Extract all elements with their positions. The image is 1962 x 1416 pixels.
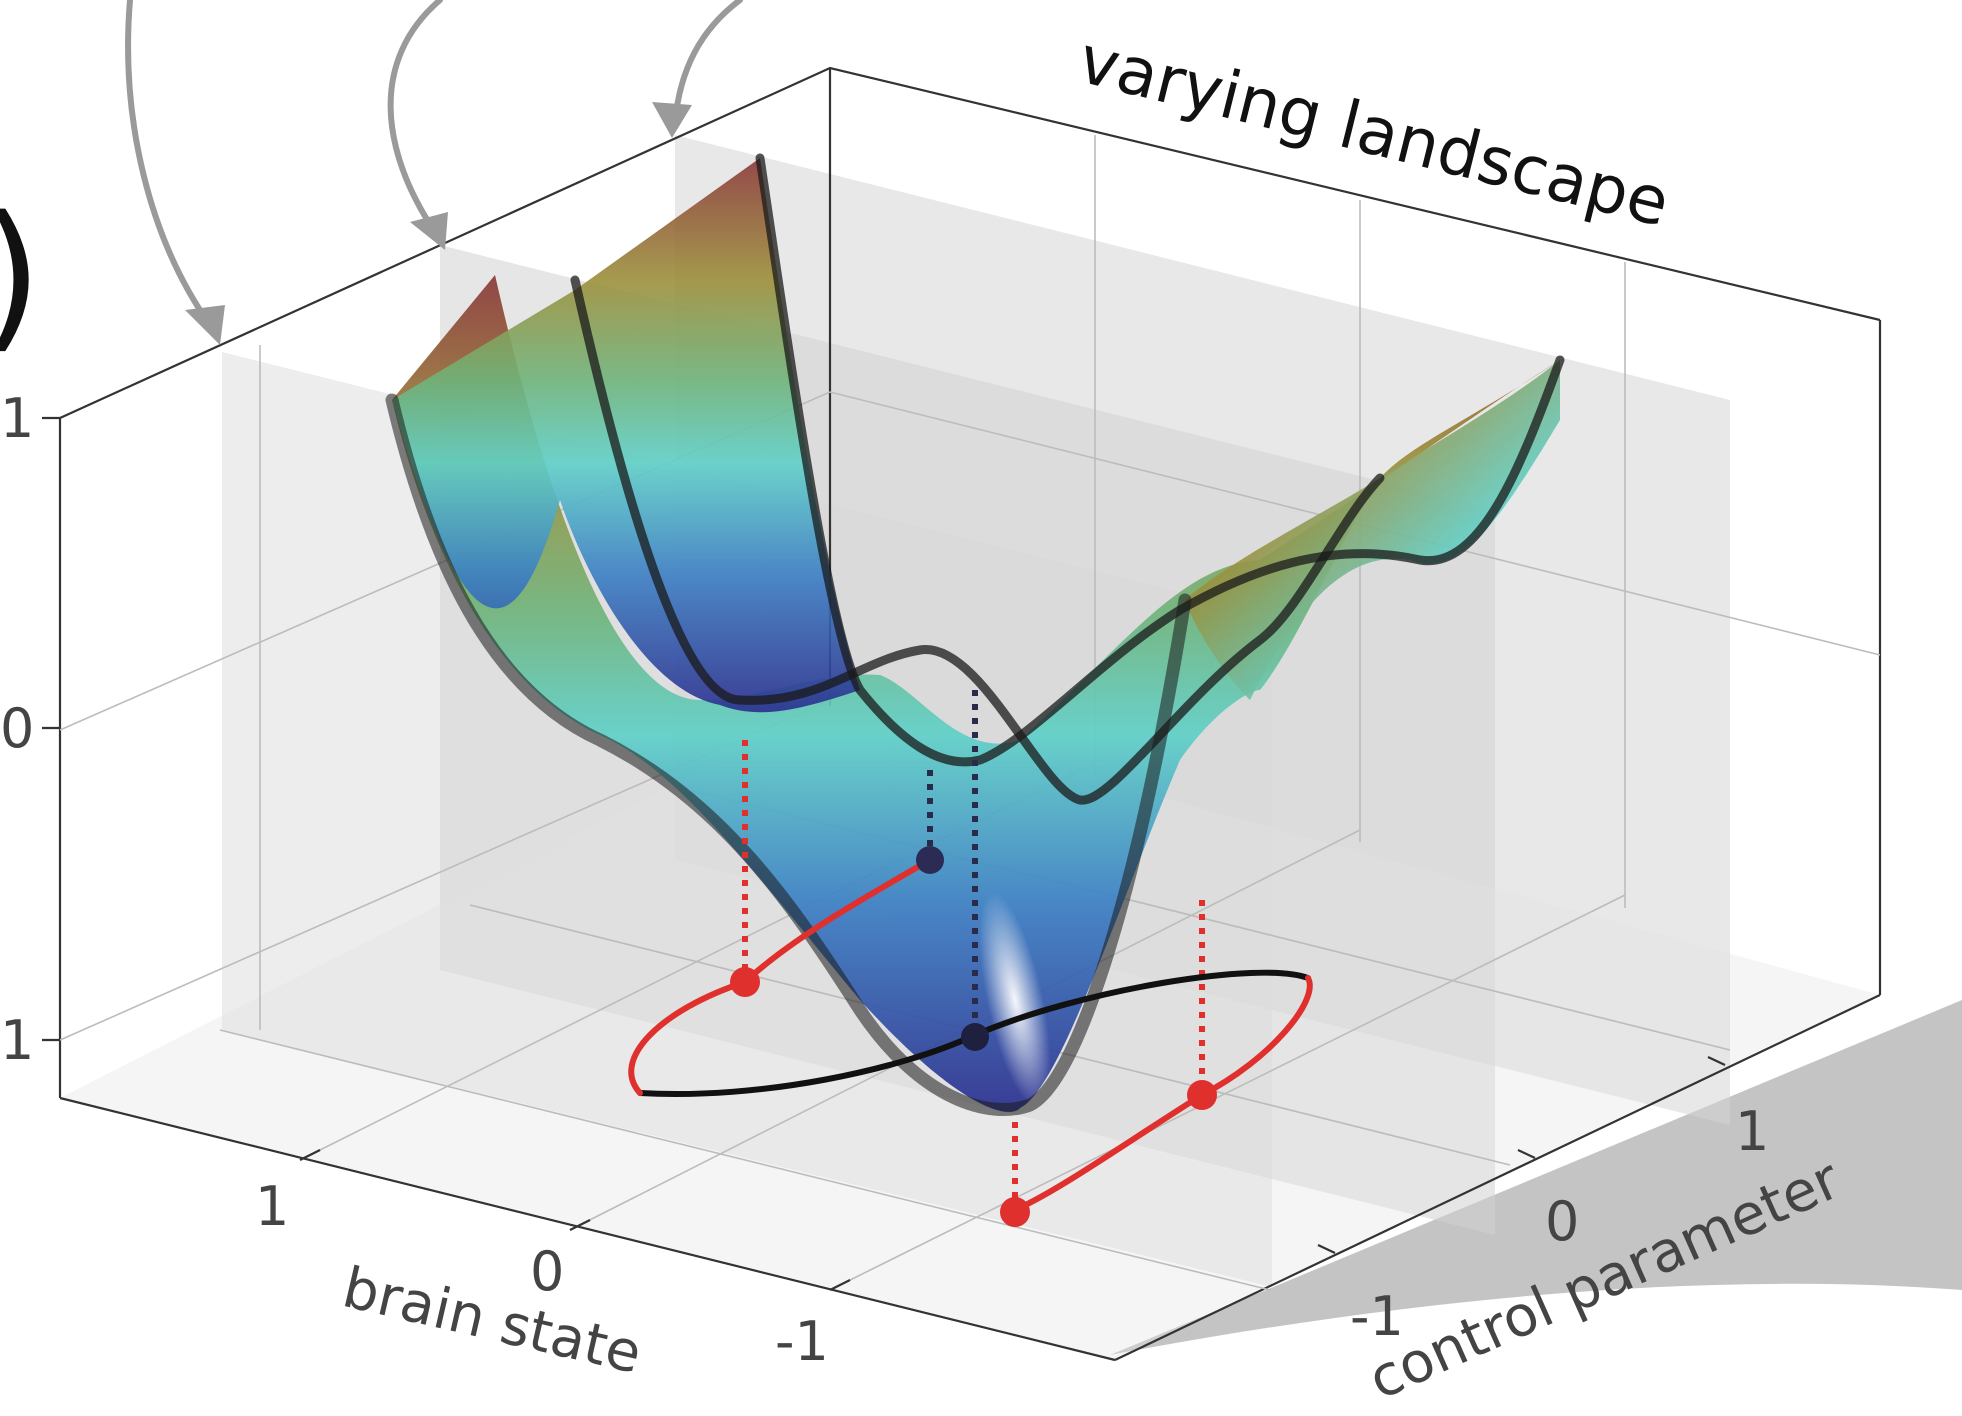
chart-title: varying landscape [1071, 21, 1677, 242]
arrow-2 [387, 0, 443, 235]
z-tick-label: 0 [0, 697, 34, 760]
arrow-head-1 [185, 305, 225, 345]
dark-point [961, 1023, 989, 1051]
slice-curve-back [755, 153, 1565, 767]
x-tick-label: -1 [775, 1310, 829, 1373]
slice-curve-front [385, 393, 1192, 1117]
arrow-head-3 [652, 102, 692, 138]
dark-point [916, 846, 944, 874]
tick-marks [42, 416, 1726, 1291]
box-bottom-front-right [1114, 994, 1881, 1361]
x-axis-title: brain state [337, 1255, 647, 1387]
red-point [1187, 1080, 1217, 1110]
z-tick-labels: 1 0 1 [0, 387, 34, 1072]
arrow-3 [672, 0, 743, 125]
arrow-head-2 [410, 212, 448, 250]
projection-lines [742, 690, 1205, 1210]
y-tick-labels: -1 0 1 [1350, 1100, 1769, 1348]
slice-curve-middle [570, 275, 1385, 805]
z-tick-label: 1 [0, 387, 34, 450]
left-wall [392, 158, 860, 713]
arrow-heads [185, 102, 692, 345]
slice-curves [385, 153, 1565, 1117]
red-point [730, 967, 760, 997]
panel-letter: ) [0, 181, 42, 368]
y-tick-label: -1 [1350, 1285, 1404, 1348]
red-point [1000, 1197, 1030, 1227]
y-tick-label: 1 [1735, 1100, 1769, 1163]
x-tick-label: 1 [255, 1175, 289, 1238]
shadow-wedge [1110, 1000, 1962, 1355]
y-tick-label: 0 [1545, 1190, 1579, 1253]
box-bottom-front-left [59, 1096, 1116, 1362]
trajectory-points [730, 846, 1217, 1227]
surface-highlight [979, 892, 1051, 1108]
x-tick-label: 0 [530, 1240, 564, 1303]
z-tick-label: 1 [0, 1009, 34, 1072]
x-tick-labels: 1 0 -1 [255, 1175, 829, 1373]
axes-box [58, 66, 1882, 1362]
arrow-1 [125, 0, 213, 328]
